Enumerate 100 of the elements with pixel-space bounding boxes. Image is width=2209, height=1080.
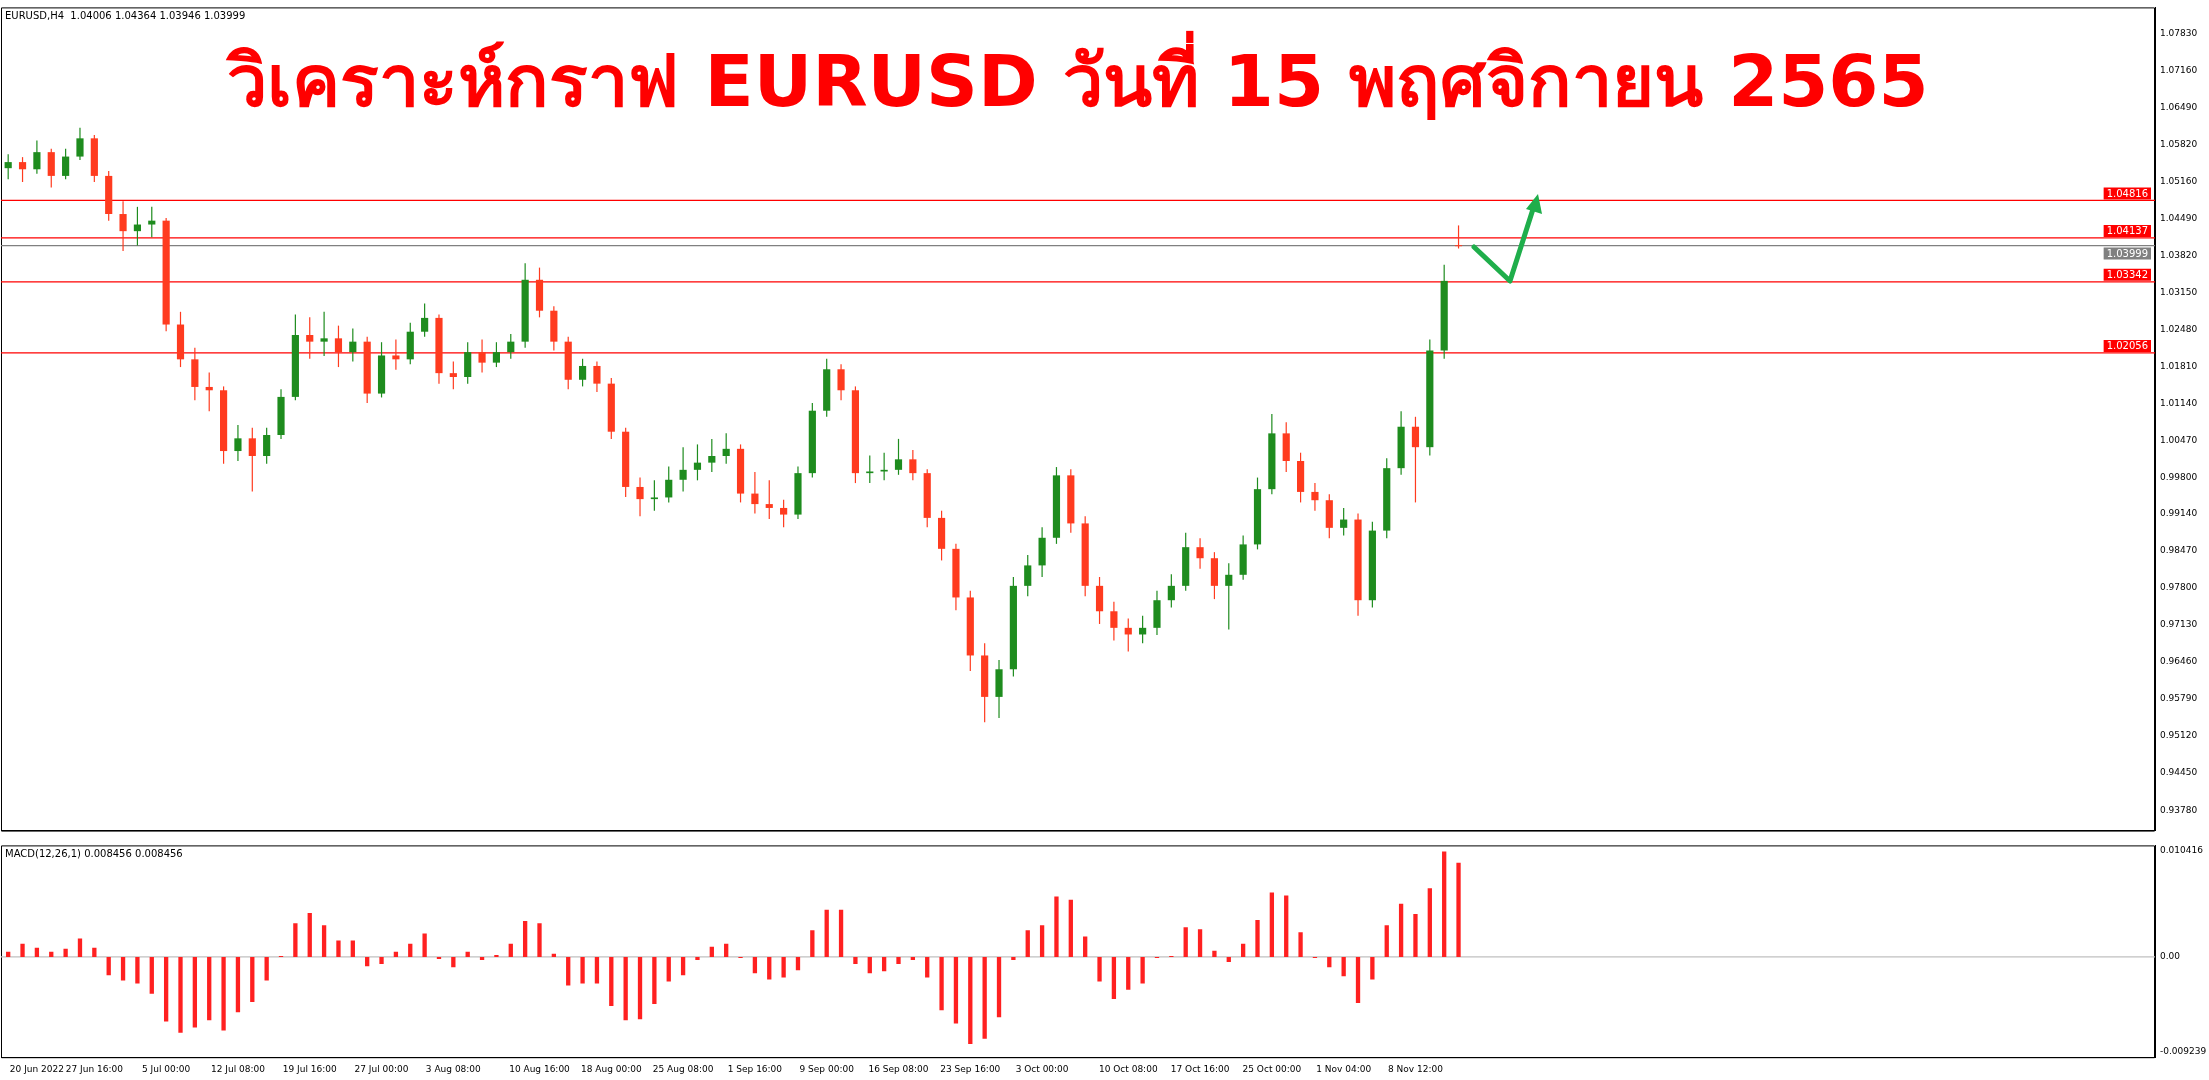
candlestick	[650, 479, 658, 512]
candlestick	[306, 316, 314, 360]
y-tick-label: 0.97800	[2160, 582, 2198, 593]
bar	[163, 956, 169, 1022]
candlestick	[636, 476, 644, 517]
bar	[1226, 956, 1231, 963]
bar	[393, 951, 399, 957]
bar	[1398, 903, 1404, 957]
y-tick-label: 0.99140	[2160, 508, 2198, 519]
bar	[307, 912, 312, 957]
ref-line-label: 1.03342	[2106, 268, 2149, 280]
x-tick-label: 1 Nov 04:00	[1316, 1063, 1372, 1074]
bar	[609, 956, 614, 1007]
x-tick-label: 12 Jul 08:00	[210, 1063, 266, 1074]
candlestick	[679, 446, 687, 492]
candlestick	[722, 432, 730, 465]
candlestick	[33, 139, 41, 175]
bar	[1384, 925, 1389, 957]
x-tick-label: 1 Sep 16:00	[727, 1063, 783, 1074]
bar	[508, 943, 513, 957]
bar	[824, 909, 829, 957]
bar	[1054, 896, 1059, 957]
bar	[1284, 895, 1289, 957]
candlestick	[492, 341, 501, 368]
candlestick	[693, 443, 702, 481]
candlestick	[780, 499, 788, 528]
y-tick-label: 1.07160	[2160, 65, 2198, 76]
candlestick	[263, 427, 271, 465]
bar	[178, 956, 183, 1033]
bar	[1039, 925, 1045, 957]
bar	[838, 909, 844, 957]
candlestick	[1411, 416, 1420, 504]
bar	[637, 956, 643, 1020]
bar	[1126, 956, 1131, 990]
x-tick-label: 18 Aug 00:00	[580, 1063, 642, 1074]
bar	[867, 956, 872, 974]
y-tick-label: 1.06490	[2160, 102, 2198, 113]
bar	[795, 956, 801, 971]
bar	[422, 933, 427, 957]
y-tick-label: 1.05160	[2160, 175, 2198, 186]
y-tick-label: -0.009239	[2160, 1045, 2207, 1056]
y-tick-label: 1.07830	[2160, 28, 2198, 39]
candlestick	[234, 424, 242, 462]
y-tick-label: 0.95790	[2160, 693, 2198, 704]
y-tick-label: 0.010416	[2160, 844, 2204, 855]
candlestick	[148, 206, 156, 238]
candlestick	[1196, 537, 1204, 570]
bar	[853, 956, 858, 965]
candlestick	[866, 454, 874, 484]
candlestick	[507, 333, 515, 360]
candlestick	[1454, 224, 1463, 250]
candlestick	[1340, 507, 1348, 537]
bar	[20, 943, 25, 957]
bar	[1068, 899, 1073, 957]
bar	[652, 956, 657, 1004]
bar	[149, 956, 154, 994]
bar	[1413, 913, 1418, 957]
bar	[235, 956, 241, 1013]
y-tick-label: 0.98470	[2160, 545, 2198, 556]
bar	[1442, 851, 1447, 957]
bar	[537, 923, 542, 957]
bar	[594, 956, 600, 984]
text: วิเคราะห์กราฟ EURUSD วันที่ 15 พฤศจิกายน 2565	[225, 30, 1929, 124]
x-tick-label: 25 Aug 08:00	[652, 1063, 714, 1074]
bar	[465, 951, 470, 957]
x-tick-label: 27 Jun 16:00	[65, 1063, 124, 1074]
bar	[580, 956, 585, 984]
bar	[293, 923, 298, 957]
bar	[1427, 888, 1432, 957]
candlestick	[18, 156, 27, 183]
bar	[365, 956, 370, 967]
bar	[451, 956, 456, 968]
candlestick	[392, 338, 400, 371]
bar	[92, 947, 97, 957]
x-tick-label: 10 Aug 16:00	[509, 1063, 571, 1074]
bar	[566, 956, 571, 986]
bar	[1011, 956, 1016, 960]
y-tick-label: 0.00	[2160, 951, 2181, 962]
candlestick	[665, 465, 673, 504]
bar	[350, 940, 355, 957]
bar	[494, 954, 499, 957]
bar	[968, 956, 973, 1044]
y-tick-label: 1.00470	[2160, 434, 2198, 445]
candlestick	[4, 153, 12, 180]
annotation: EURUSD,H4 1.04006 1.04364 1.03946 1.03999	[5, 9, 246, 21]
bar	[709, 946, 714, 957]
bar	[192, 956, 198, 1028]
bar	[1341, 956, 1346, 977]
bar	[925, 956, 930, 978]
x-tick-label: 9 Sep 00:00	[799, 1063, 855, 1074]
bar	[408, 943, 413, 957]
y-tick-label: 0.97130	[2160, 619, 2198, 630]
bar	[1355, 956, 1361, 1003]
candlestick	[349, 327, 357, 363]
bar	[666, 956, 671, 982]
bar	[1298, 932, 1303, 957]
bar	[781, 956, 786, 978]
x-tick-label: 20 Jun 2022	[9, 1063, 64, 1074]
bar	[250, 956, 255, 1002]
bar	[522, 921, 528, 957]
